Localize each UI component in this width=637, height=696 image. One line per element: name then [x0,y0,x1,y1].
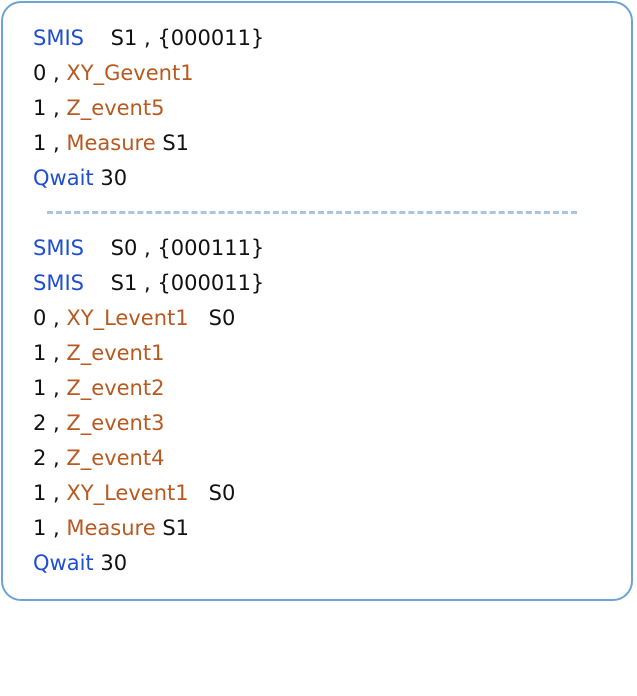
code-line: Qwait 30 [33,161,264,196]
event-name: Measure [66,516,155,540]
code-text: 1 , [33,481,66,505]
code-line: 2 , Z_event4 [33,441,264,476]
code-panel: SMIS S1 , {000011} 0 , XY_Gevent1 1 , Z_… [1,1,633,601]
code-text: 0 , [33,306,66,330]
code-text: 1 , [33,516,66,540]
keyword: SMIS [33,236,84,260]
code-text: S0 [189,481,236,505]
code-text: S1 , {000011} [84,26,264,50]
event-name: Z_event5 [66,96,164,120]
code-line: 2 , Z_event3 [33,406,264,441]
event-name: Z_event2 [66,376,164,400]
event-name: XY_Levent1 [66,306,188,330]
code-line: Qwait 30 [33,546,264,581]
code-text: 30 [94,166,127,190]
code-line: SMIS S1 , {000011} [33,21,264,56]
code-text: 2 , [33,446,66,470]
code-block-1: SMIS S1 , {000011} 0 , XY_Gevent1 1 , Z_… [33,21,264,196]
event-name: XY_Gevent1 [66,61,193,85]
code-text: S1 , {000011} [84,271,264,295]
code-block-2: SMIS S0 , {000111} SMIS S1 , {000011} 0 … [33,231,264,581]
keyword: Qwait [33,551,94,575]
code-line: SMIS S0 , {000111} [33,231,264,266]
code-text: 0 , [33,61,66,85]
code-text: S1 [156,131,189,155]
code-line: SMIS S1 , {000011} [33,266,264,301]
code-line: 1 , XY_Levent1 S0 [33,476,264,511]
code-line: 1 , Z_event1 [33,336,264,371]
code-text: S0 [189,306,236,330]
event-name: Measure [66,131,155,155]
code-line: 0 , XY_Gevent1 [33,56,264,91]
code-text: 1 , [33,376,66,400]
code-line: 1 , Z_event5 [33,91,264,126]
code-line: 1 , Measure S1 [33,511,264,546]
code-text: S0 , {000111} [84,236,264,260]
event-name: XY_Levent1 [66,481,188,505]
code-text: 1 , [33,341,66,365]
code-line: 0 , XY_Levent1 S0 [33,301,264,336]
code-text: 2 , [33,411,66,435]
code-line: 1 , Measure S1 [33,126,264,161]
event-name: Z_event4 [66,446,164,470]
keyword: SMIS [33,26,84,50]
keyword: Qwait [33,166,94,190]
event-name: Z_event1 [66,341,164,365]
code-text: S1 [156,516,189,540]
keyword: SMIS [33,271,84,295]
dashed-divider [47,211,577,214]
code-text: 30 [94,551,127,575]
code-line: 1 , Z_event2 [33,371,264,406]
event-name: Z_event3 [66,411,164,435]
code-text: 1 , [33,96,66,120]
code-text: 1 , [33,131,66,155]
